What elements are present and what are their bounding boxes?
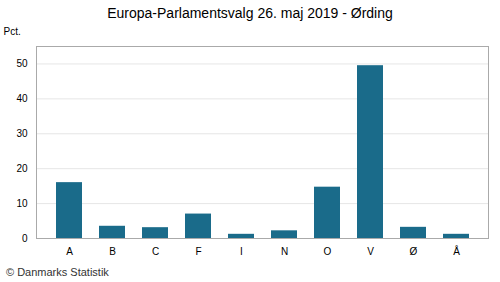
svg-text:Pct.: Pct. [4,26,21,37]
html-text:© Danmarks Statistik: © Danmarks Statistik [6,266,109,278]
svg-text:Å: Å [453,245,460,257]
svg-text:I: I [240,246,243,257]
svg-text:C: C [152,246,159,257]
svg-text:20: 20 [16,163,28,174]
svg-text:F: F [195,246,201,257]
svg-text:V: V [367,246,374,257]
svg-text:O: O [324,246,332,257]
svg-text:0: 0 [22,233,28,244]
svg-text:N: N [281,246,288,257]
html-text:Europa-Parlamentsvalg 26. maj: Europa-Parlamentsvalg 26. maj 2019 - Ørd… [107,5,393,21]
svg-text:50: 50 [16,58,28,69]
svg-text:10: 10 [16,198,28,209]
svg-text:Ø: Ø [410,246,418,257]
svg-text:A: A [66,246,73,257]
svg-text:B: B [109,246,116,257]
svg-text:40: 40 [16,93,28,104]
svg-text:30: 30 [16,128,28,139]
